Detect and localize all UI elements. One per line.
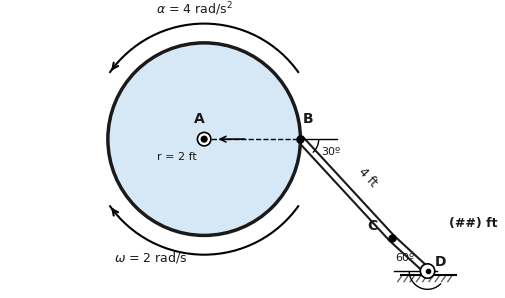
Text: 30º: 30º <box>321 147 340 156</box>
Text: r = 2 ft: r = 2 ft <box>157 152 196 162</box>
Text: $\alpha$ = 4 rad/s$^2$: $\alpha$ = 4 rad/s$^2$ <box>156 1 232 18</box>
Text: D: D <box>434 255 446 269</box>
Text: C: C <box>367 219 377 233</box>
Text: A: A <box>193 112 205 126</box>
Text: $\omega$ = 2 rad/s: $\omega$ = 2 rad/s <box>114 250 188 265</box>
Circle shape <box>197 132 211 146</box>
Text: 60º: 60º <box>394 253 413 263</box>
Text: 4 ft: 4 ft <box>355 166 378 190</box>
Text: B: B <box>302 112 313 126</box>
Text: (##) ft: (##) ft <box>448 217 496 230</box>
Circle shape <box>201 136 207 142</box>
Circle shape <box>420 264 434 278</box>
Circle shape <box>108 43 300 235</box>
